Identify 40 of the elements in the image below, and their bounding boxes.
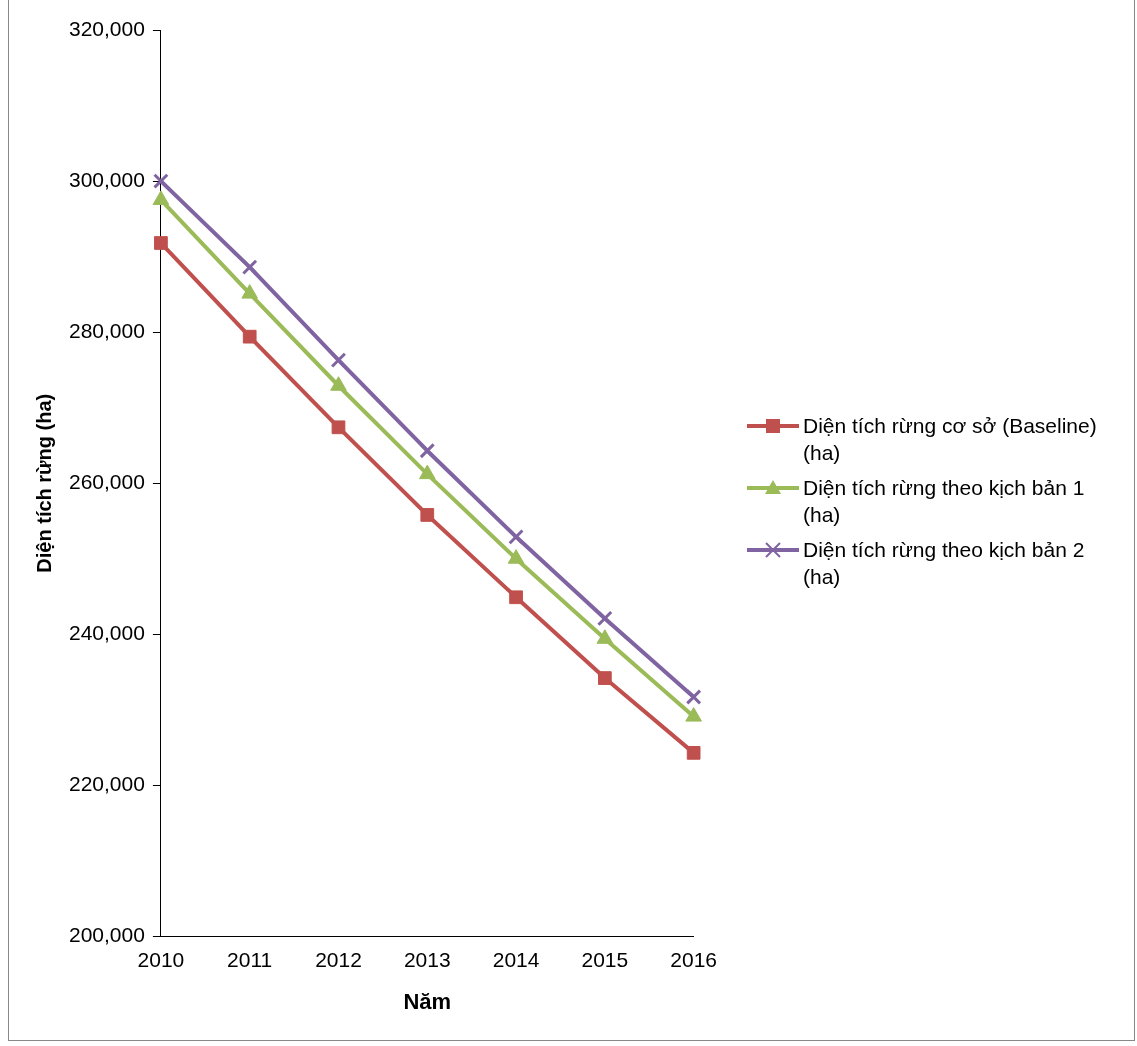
x-axis-title: Năm xyxy=(403,988,452,1014)
legend-label: Diện tích rừng cơ sở (Baseline) (ha) xyxy=(803,413,1098,466)
y-tick-label: 240,000 xyxy=(68,621,145,645)
x-tick-label: 2016 xyxy=(670,947,717,971)
x-tick-label: 2011 xyxy=(227,947,273,971)
point xyxy=(420,508,435,522)
point xyxy=(419,442,436,459)
x-tick-label: 2013 xyxy=(403,947,451,971)
y-tick-label: 280,000 xyxy=(68,318,145,342)
point xyxy=(152,190,170,205)
legend-label: Diện tích rừng theo kịch bản 2 (ha) xyxy=(803,537,1086,590)
point xyxy=(686,745,701,760)
point xyxy=(508,528,524,545)
y-axis-title: Diện tích rừng (ha) xyxy=(32,393,55,573)
point xyxy=(685,707,702,722)
point xyxy=(597,671,612,685)
point xyxy=(507,549,525,564)
point xyxy=(509,590,523,605)
x-tick-label: 2012 xyxy=(315,947,362,971)
y-tick-label: 220,000 xyxy=(68,772,145,796)
point xyxy=(331,420,346,435)
x-tick-label: 2015 xyxy=(581,947,629,971)
point xyxy=(418,464,436,480)
point xyxy=(242,329,257,344)
legend-label: Diện tích rừng theo kịch bản 1 (ha) xyxy=(803,475,1086,528)
point xyxy=(241,284,258,299)
point xyxy=(330,352,347,368)
point xyxy=(330,376,347,391)
y-tick-label: 320,000 xyxy=(68,16,145,40)
point xyxy=(154,236,168,250)
x-tick-label: 2010 xyxy=(137,947,185,971)
point xyxy=(153,173,169,189)
point xyxy=(685,689,702,705)
y-tick-label: 260,000 xyxy=(68,470,145,493)
y-tick-label: 300,000 xyxy=(68,167,145,191)
point xyxy=(596,610,613,627)
y-tick-label: 200,000 xyxy=(68,923,145,947)
point xyxy=(241,259,258,276)
x-tick-label: 2014 xyxy=(492,947,540,971)
point xyxy=(596,629,614,644)
